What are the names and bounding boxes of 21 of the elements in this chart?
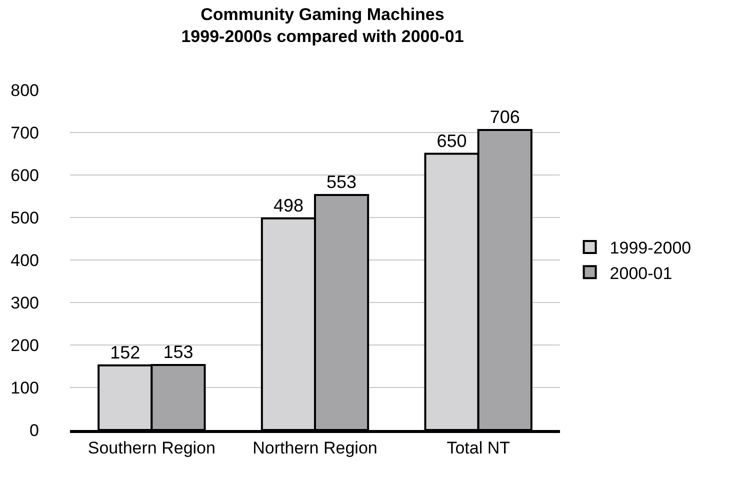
data-label: 553 xyxy=(326,172,357,192)
data-label: 650 xyxy=(436,130,467,151)
y-tick-label: 200 xyxy=(10,336,39,355)
y-tick-label: 700 xyxy=(10,123,39,142)
y-tick-label: 500 xyxy=(10,208,39,228)
data-label: 152 xyxy=(110,342,140,362)
x-tick-label: Northern Region xyxy=(252,438,378,458)
legend-label: 2000-01 xyxy=(610,264,672,283)
data-label: 498 xyxy=(273,195,304,216)
y-tick-label: 800 xyxy=(10,80,39,100)
y-tick-label: 400 xyxy=(10,250,39,270)
x-tick-label: Total NT xyxy=(446,438,510,458)
y-tick-label: 600 xyxy=(10,166,39,185)
x-tick-label: Southern Region xyxy=(88,438,216,458)
data-label: 153 xyxy=(163,342,194,362)
y-tick-label: 100 xyxy=(10,378,39,398)
y-tick-label: 300 xyxy=(10,293,39,312)
legend-label: 1999-2000 xyxy=(610,238,692,258)
data-label: 706 xyxy=(490,106,520,127)
chart-title: Community Gaming Machines 1999-2000s compared with 2000-01 xyxy=(181,5,464,46)
y-tick-label: 0 xyxy=(30,420,39,440)
